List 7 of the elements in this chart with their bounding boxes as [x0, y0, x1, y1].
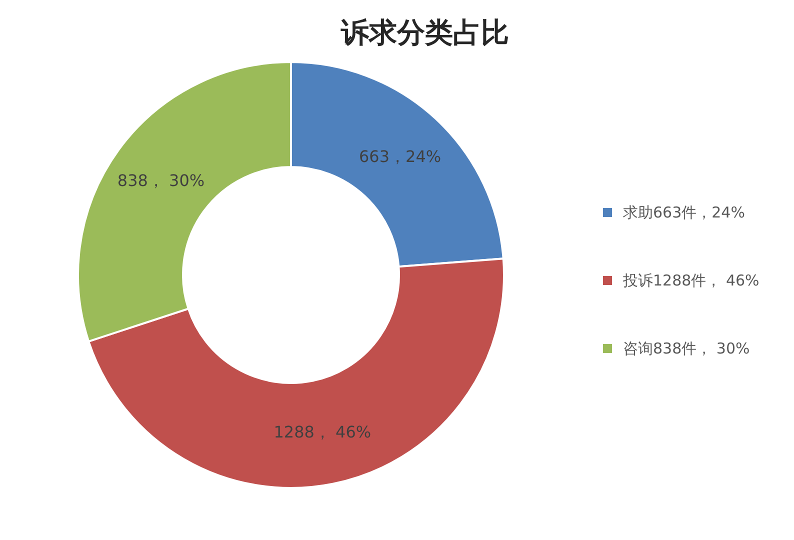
data-label: 838， 30% [117, 170, 205, 190]
legend-label: 咨询838件， 30% [623, 340, 750, 358]
chart-title: 诉求分类占比 [340, 18, 509, 49]
legend-label: 求助663件，24% [623, 204, 745, 222]
data-label: 663，24% [358, 147, 442, 166]
data-label: 1288， 46% [274, 422, 372, 442]
legend-label: 投诉1288件， 46% [622, 272, 760, 290]
